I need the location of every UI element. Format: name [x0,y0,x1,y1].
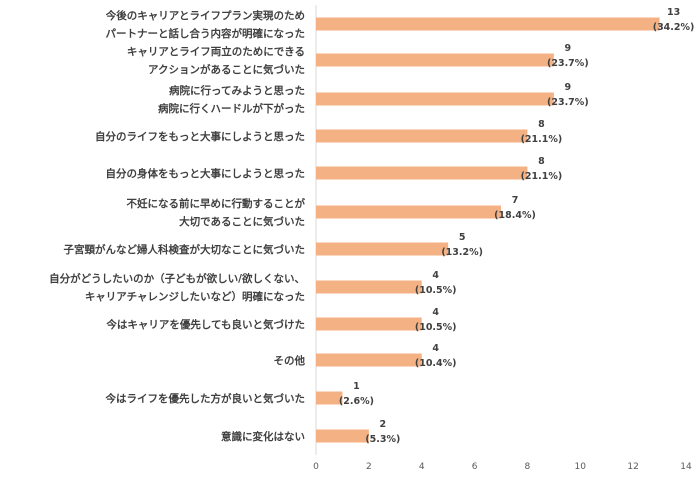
x-tick-label: 6 [472,462,478,472]
data-label-count: 13 [667,7,680,18]
x-tick-label: 12 [627,462,638,472]
data-label-percent: (34.2%) [653,22,695,33]
x-tick-label: 0 [313,462,319,472]
category-label: その他 [274,354,306,367]
category-label: キャリアとライフ両立のためにできる [127,45,305,58]
x-tick-label: 10 [575,462,587,472]
data-label-percent: (18.4%) [494,210,536,221]
category-label: 子宮頸がんなど婦人科検査が大切なことに気づいた [64,243,306,256]
category-label: 自分の身体をもっと大事にしようと思った [106,167,306,180]
bar [316,242,449,256]
data-label-count: 7 [512,195,519,206]
bar [316,166,528,180]
bar [316,92,554,106]
category-label: キャリアチャレンジしたいなど）明確になった [85,290,305,303]
bar [316,391,343,405]
data-label-percent: (10.5%) [415,322,457,333]
data-label-percent: (23.7%) [547,97,589,108]
x-tick-label: 14 [680,462,692,472]
category-label: 自分がどうしたいのか（子どもが欲しい/欲しくない、 [49,272,305,285]
bar [316,429,369,443]
data-label-count: 5 [459,232,466,243]
data-label-count: 4 [432,343,439,354]
x-tick-label: 8 [525,462,531,472]
category-label: 今はライフを優先した方が良いと気づいた [105,392,306,405]
category-label: 今はキャリアを優先しても良いと気づけた [105,318,305,331]
bar [316,53,554,67]
data-label-count: 2 [380,419,387,430]
bar [316,17,660,31]
data-label-percent: (13.2%) [441,247,483,258]
data-label-percent: (10.4%) [415,358,457,369]
bar [316,317,422,331]
category-label: 意識に変化はない [221,430,305,443]
data-label-percent: (5.3%) [365,434,400,445]
bar [316,129,528,143]
bar [316,353,422,367]
data-label-percent: (21.1%) [521,171,563,182]
data-label-percent: (2.6%) [339,396,374,407]
x-tick-label: 2 [366,462,372,472]
data-label-percent: (10.5%) [415,285,457,296]
data-label-count: 8 [538,119,545,130]
data-label-count: 9 [565,82,572,93]
data-label-percent: (23.7%) [547,58,589,69]
category-label: 今後のキャリアとライフプラン実現のため [105,9,305,22]
category-label: 大切であることに気づいた [179,215,305,228]
bar [316,205,501,219]
category-label: 病院に行くハードルが下がった [158,102,305,115]
category-label: 自分のライフをもっと大事にしようと思った [95,130,305,143]
category-label: アクションがあることに気づいた [148,63,305,76]
category-label: 病院に行ってみようと思った [169,84,305,97]
category-label: 不妊になる前に早めに行動することが [127,197,306,210]
data-label-count: 4 [432,307,439,318]
data-label-count: 1 [353,381,360,392]
data-label-count: 9 [565,43,572,54]
data-label-count: 4 [432,270,439,281]
data-label-percent: (21.1%) [521,134,563,145]
category-label: パートナーと話し合う内容が明確になった [106,27,306,40]
data-label-count: 8 [538,156,545,167]
x-tick-label: 4 [419,462,425,472]
bar [316,280,422,294]
